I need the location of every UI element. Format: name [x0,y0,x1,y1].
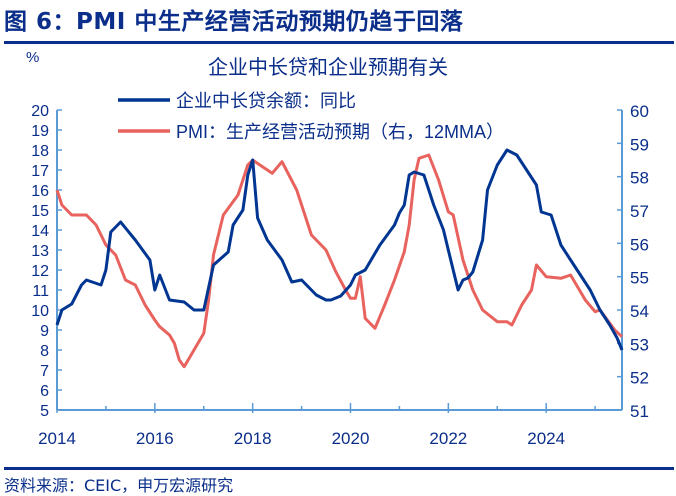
left-tick-label: 19 [31,123,49,140]
source-note: 资料来源：CEIC，申万宏源研究 [4,476,234,495]
chart-title: 企业中长贷和企业预期有关 [208,56,448,79]
left-tick-label: 16 [31,183,49,200]
left-tick-label: 7 [40,363,49,380]
x-tick-label: 2022 [429,429,467,448]
right-tick-label: 52 [630,369,649,388]
left-tick-label: 17 [31,163,49,180]
left-tick-label: 12 [31,263,49,280]
figure-title: 图 6：PMI 中生产经营活动预期仍趋于回落 [4,9,464,35]
left-tick-label: 13 [31,243,49,260]
series-line-loans [55,148,624,351]
title-rule [4,41,674,44]
left-tick-label: 5 [40,403,49,420]
left-tick-label: 18 [31,143,49,160]
x-tick-label: 2024 [527,429,565,448]
right-tick-label: 58 [630,169,649,188]
right-tick-label: 56 [630,235,649,254]
x-tick-label: 2018 [234,429,272,448]
right-tick-label: 59 [630,135,649,154]
left-tick-label: 20 [31,103,49,120]
right-tick-label: 51 [630,402,649,421]
right-tick-label: 60 [630,102,649,121]
left-tick-label: 10 [31,303,49,320]
right-tick-label: 53 [630,335,649,354]
left-tick-label: 15 [31,203,49,220]
left-tick-label: 9 [40,323,49,340]
left-axis-unit: % [26,49,39,66]
legend-label-pmi: PMI：生产经营活动预期（右，12MMA） [176,122,504,142]
left-tick-label: 6 [40,383,49,400]
footer-rule [4,467,674,470]
legend: 企业中长贷余额：同比 PMI：生产经营活动预期（右，12MMA） [118,91,504,142]
left-tick-label: 8 [40,343,49,360]
left-tick-label: 11 [32,283,49,300]
right-tick-label: 55 [630,269,649,288]
left-tick-label: 14 [31,223,49,240]
legend-label-loans: 企业中长贷余额：同比 [176,91,356,111]
right-tick-label: 54 [630,302,649,321]
x-tick-label: 2020 [332,429,370,448]
x-tick-label: 2014 [38,429,76,448]
x-tick-label: 2016 [136,429,174,448]
right-tick-label: 57 [630,202,649,221]
